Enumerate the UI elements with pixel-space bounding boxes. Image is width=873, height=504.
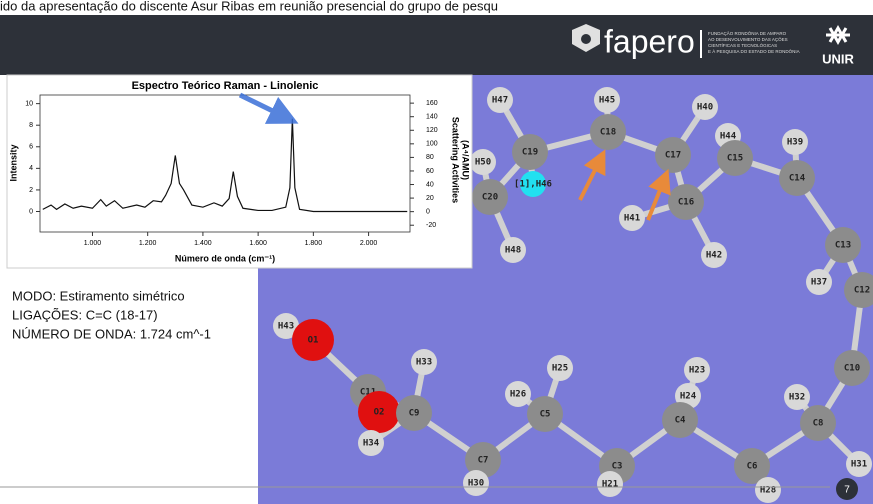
atom-label: H34 <box>363 439 380 449</box>
atom-label: C17 <box>665 151 681 161</box>
chart-panel <box>7 75 472 268</box>
atom-label: H31 <box>851 460 867 470</box>
y2-tick-label: 100 <box>426 141 438 148</box>
y-tick-label: 0 <box>29 208 33 215</box>
x-axis-label: Número de onda (cm⁻¹) <box>175 253 275 263</box>
y-tick-label: 6 <box>29 144 33 151</box>
atom-label: H37 <box>811 278 827 288</box>
atom-label: H21 <box>602 480 618 490</box>
x-tick-label: 1.400 <box>194 240 212 247</box>
info-line: LIGAÇÕES: C=C (18-17) <box>12 307 158 322</box>
atom-label: H44 <box>720 132 737 142</box>
y2-axis-label: (A⁴/AMU) <box>461 140 471 180</box>
atom-label: C19 <box>522 148 538 158</box>
unir-icon <box>826 28 850 42</box>
atom-label: H42 <box>706 251 722 261</box>
caption: ido da apresentação do discente Asur Rib… <box>0 0 498 13</box>
atom-label: C4 <box>675 416 686 426</box>
logo-subtitle-line: AO DESENVOLVIMENTO DAS AÇÕES <box>708 36 788 42</box>
atom-label: C10 <box>844 364 860 374</box>
info-line: NÚMERO DE ONDA: 1.724 cm^-1 <box>12 326 211 341</box>
y2-tick-label: 80 <box>426 154 434 161</box>
y2-tick-label: 120 <box>426 127 438 134</box>
logo-divider <box>700 30 702 58</box>
atom-label: H23 <box>689 366 705 376</box>
atom-label: H43 <box>278 322 294 332</box>
atom-label: H40 <box>697 103 713 113</box>
atom-label: [1],H46 <box>514 180 552 190</box>
y2-tick-label: 0 <box>426 208 430 215</box>
atom-label: H41 <box>624 214 640 224</box>
x-tick-label: 1.800 <box>305 240 323 247</box>
page: ido da apresentação do discente Asur Rib… <box>0 0 873 504</box>
atom-label: H26 <box>510 390 526 400</box>
atom-label: C13 <box>835 241 851 251</box>
y2-tick-label: -20 <box>426 222 436 229</box>
atom-label: H48 <box>505 246 521 256</box>
x-tick-label: 1.600 <box>249 240 267 247</box>
atom-label: O1 <box>308 336 319 346</box>
y-tick-label: 2 <box>29 187 33 194</box>
atom-label: C7 <box>478 456 489 466</box>
atom-label: C9 <box>409 409 420 419</box>
y2-tick-label: 160 <box>426 100 438 107</box>
x-tick-label: 1.200 <box>139 240 157 247</box>
chart-title: Espectro Teórico Raman - Linolenic <box>132 80 319 92</box>
atom-label: C20 <box>482 193 498 203</box>
atom-label: C18 <box>600 128 616 138</box>
y-tick-label: 8 <box>29 122 33 129</box>
y2-tick-label: 60 <box>426 168 434 175</box>
y2-tick-label: 40 <box>426 181 434 188</box>
logo-subtitle-line: CIENTÍFICAS E TECNOLÓGICAS <box>708 42 777 48</box>
atom-label: H32 <box>789 393 805 403</box>
y-tick-label: 10 <box>25 100 33 107</box>
atom-label: H24 <box>680 392 697 402</box>
atom-label: C16 <box>678 198 694 208</box>
y-tick-label: 4 <box>29 165 33 172</box>
atom-label: C12 <box>854 286 870 296</box>
atom-label: H25 <box>552 364 568 374</box>
logo-icon-hole <box>581 34 591 44</box>
logo-text: fapero <box>604 23 695 59</box>
y-axis-label: Intensity <box>8 144 18 181</box>
page-number: 7 <box>844 485 850 496</box>
y2-axis-label: Scattering Activities <box>451 117 461 203</box>
x-tick-label: 1.000 <box>84 240 102 247</box>
logo-subtitle-line: FUNDAÇÃO RONDÔNIA DE AMPARO <box>708 30 787 36</box>
atom-label: H39 <box>787 138 803 148</box>
atom-label: O2 <box>374 408 385 418</box>
info-line: MODO: Estiramento simétrico <box>12 288 185 303</box>
atom-label: H50 <box>475 158 491 168</box>
atom-label: C3 <box>612 462 623 472</box>
logo-subtitle-line: E À PESQUISA DO ESTADO DE RONDÔNIA <box>708 48 800 54</box>
atom-label: C5 <box>540 410 551 420</box>
y2-tick-label: 20 <box>426 195 434 202</box>
atom-label: H45 <box>599 96 615 106</box>
atom-label: H33 <box>416 358 432 368</box>
x-tick-label: 2.000 <box>360 240 378 247</box>
atom-label: C6 <box>747 462 758 472</box>
slide: ido da apresentação do discente Asur Rib… <box>0 0 873 504</box>
atom-label: C15 <box>727 154 743 164</box>
atom-label: C14 <box>789 174 806 184</box>
atom-label: H47 <box>492 96 508 106</box>
y2-tick-label: 140 <box>426 114 438 121</box>
unir-text: UNIR <box>822 51 854 66</box>
atom-label: C8 <box>813 419 824 429</box>
